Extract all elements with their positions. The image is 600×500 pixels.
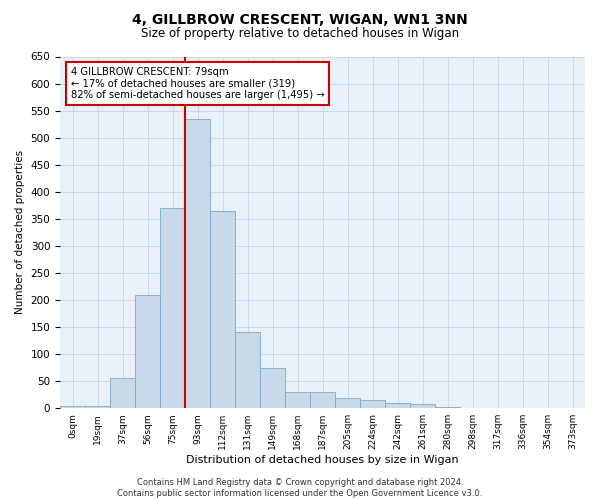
Bar (310, 392, 335, 408)
Text: 4 GILLBROW CRESCENT: 79sqm
← 17% of detached houses are smaller (319)
82% of sem: 4 GILLBROW CRESCENT: 79sqm ← 17% of deta… (71, 67, 324, 100)
Bar (385, 403, 410, 408)
Text: 4, GILLBROW CRESCENT, WIGAN, WN1 3NN: 4, GILLBROW CRESCENT, WIGAN, WN1 3NN (132, 12, 468, 26)
Text: Contains HM Land Registry data © Crown copyright and database right 2024.
Contai: Contains HM Land Registry data © Crown c… (118, 478, 482, 498)
Bar (410, 404, 435, 408)
Bar (60, 406, 85, 408)
Y-axis label: Number of detached properties: Number of detached properties (15, 150, 25, 314)
Bar (110, 378, 135, 408)
Bar (360, 400, 385, 408)
Bar (185, 118, 210, 408)
Bar (235, 332, 260, 408)
Bar (210, 210, 235, 408)
Text: Size of property relative to detached houses in Wigan: Size of property relative to detached ho… (141, 28, 459, 40)
Bar (160, 208, 185, 408)
Bar (260, 368, 285, 408)
Bar (285, 392, 310, 408)
Bar (435, 407, 460, 408)
X-axis label: Distribution of detached houses by size in Wigan: Distribution of detached houses by size … (186, 455, 459, 465)
Bar (335, 398, 360, 408)
Bar (85, 406, 110, 408)
Bar (135, 294, 160, 408)
